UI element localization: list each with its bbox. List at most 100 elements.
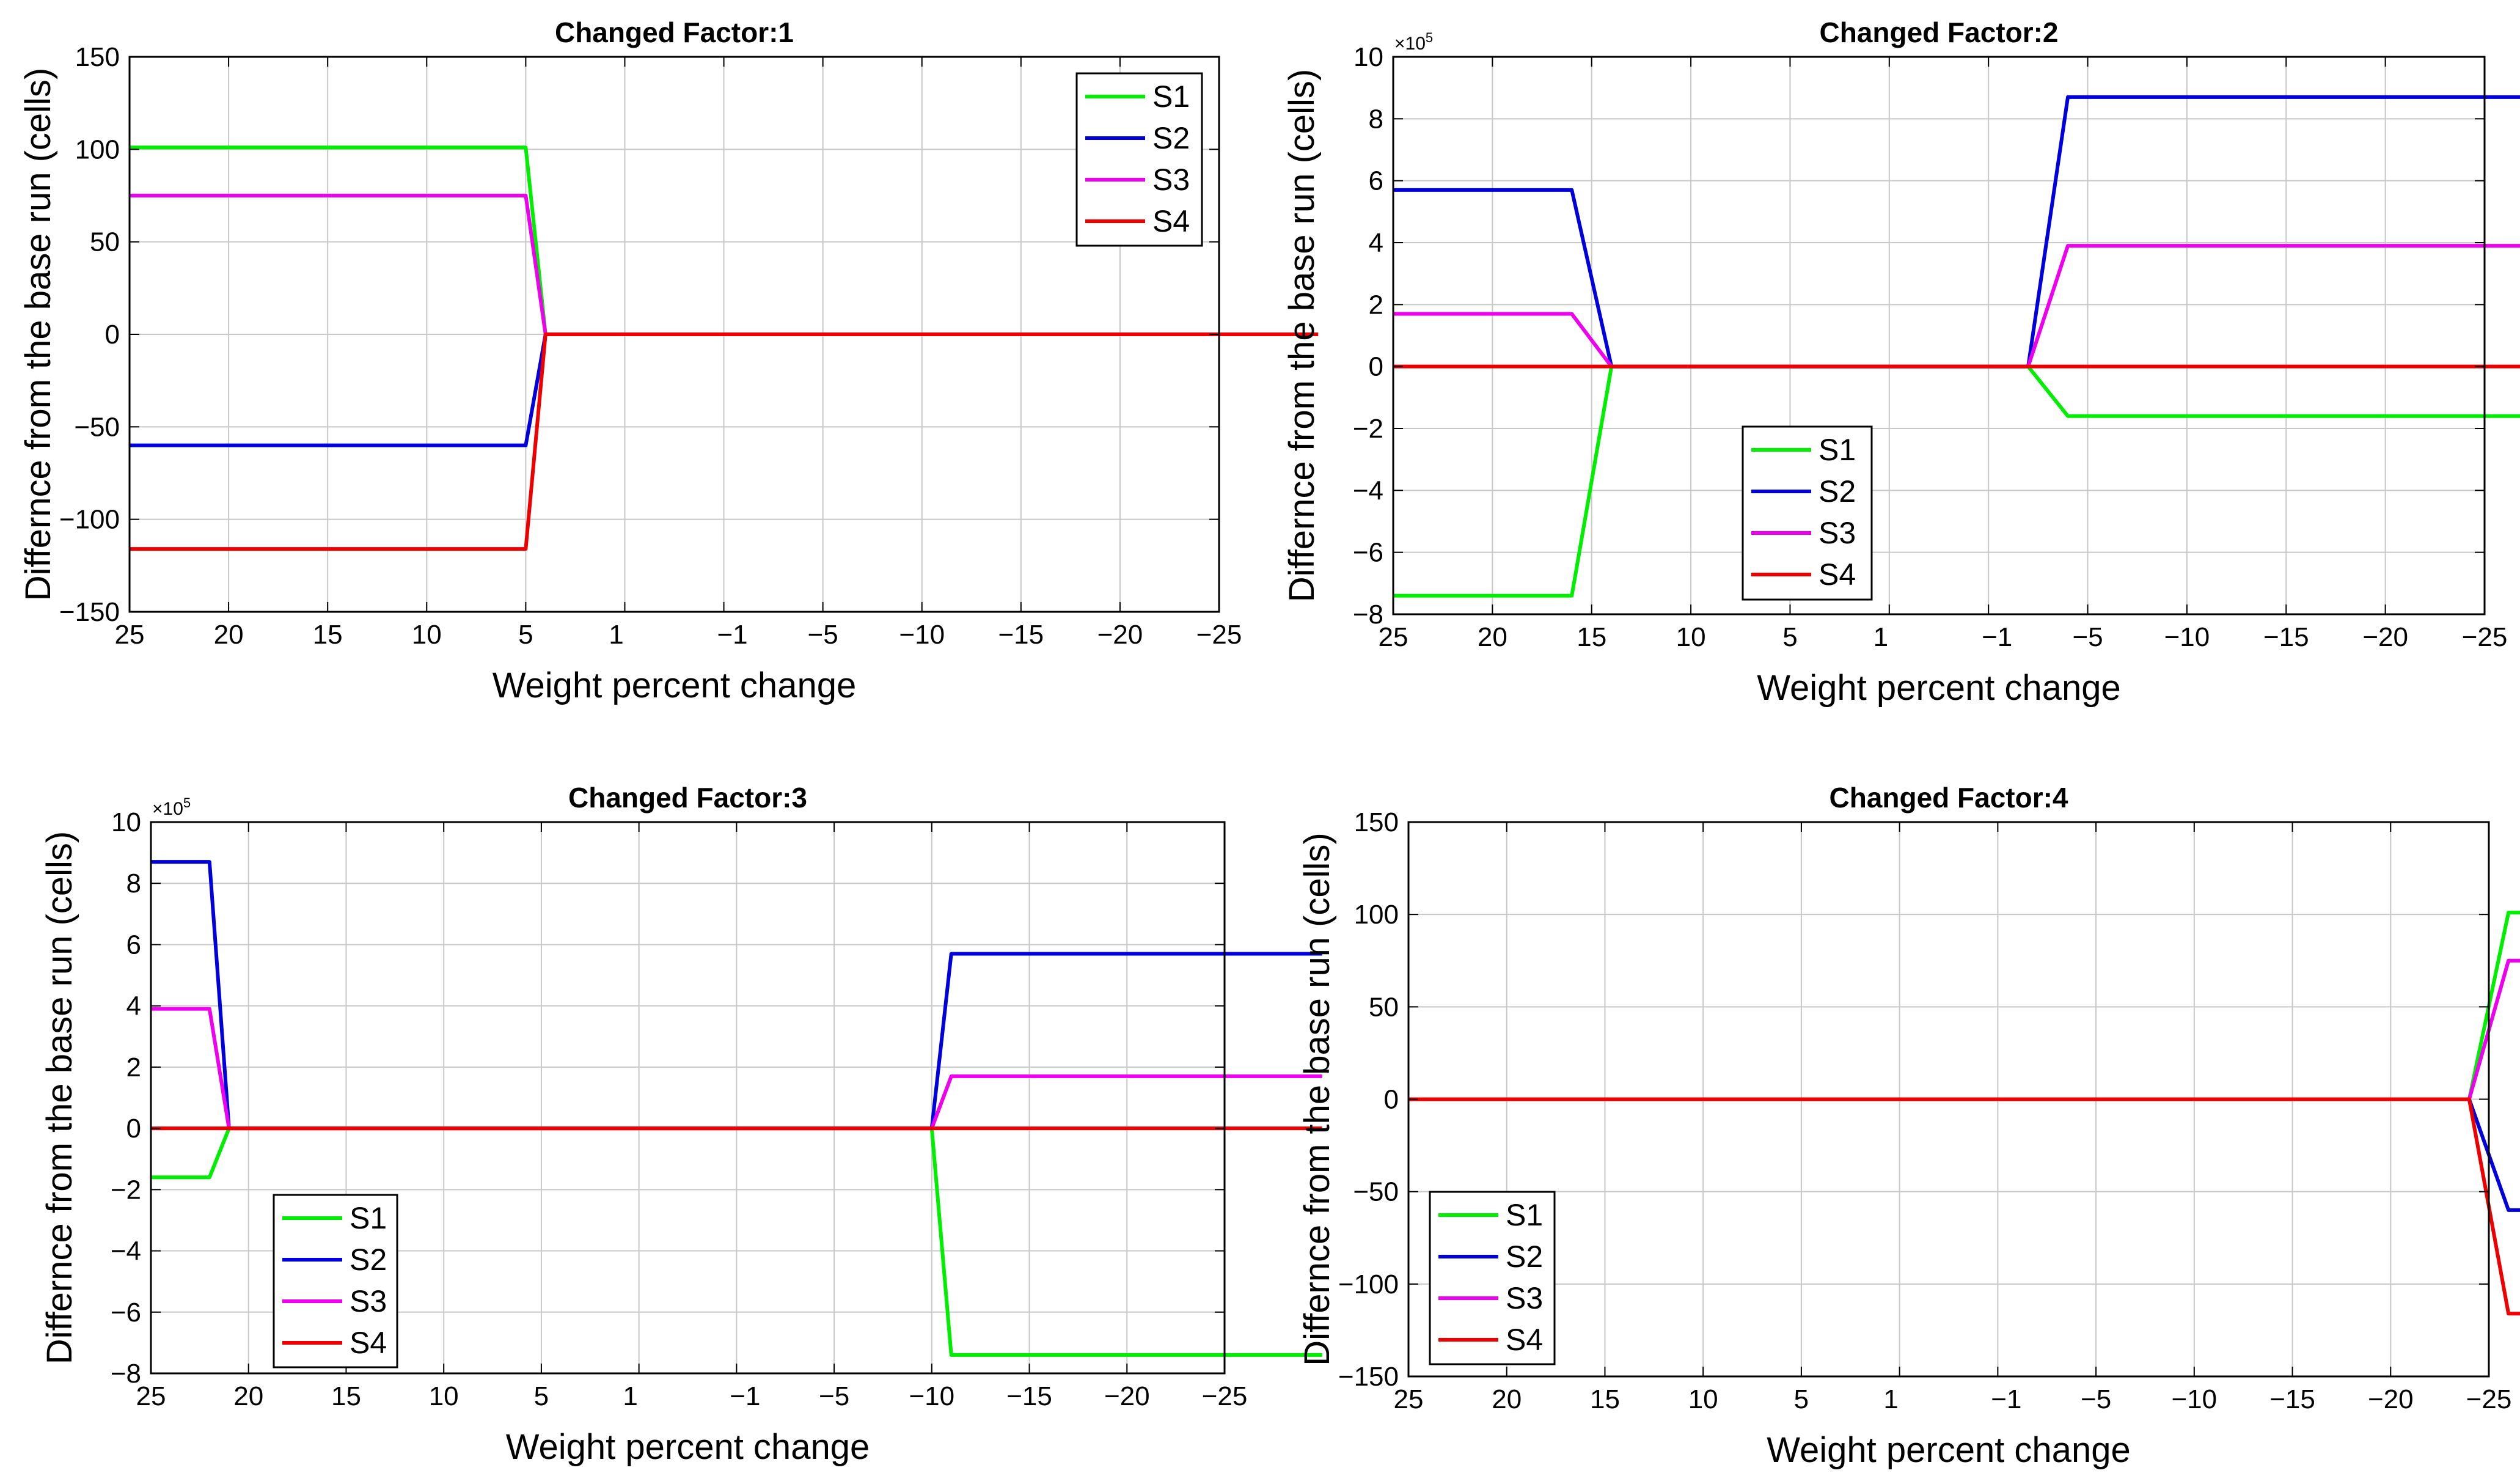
y-tick-label: −2	[1353, 414, 1383, 444]
x-axis-label: Weight percent change	[1757, 668, 2120, 708]
y-tick-label: 50	[90, 227, 120, 257]
x-tick-label: 10	[1676, 622, 1706, 652]
x-tick-label: −1	[730, 1381, 760, 1411]
x-tick-label: 1	[1874, 622, 1888, 652]
legend-box	[1075, 72, 1203, 247]
legend-label: S3	[350, 1284, 387, 1318]
legend-label: S4	[1506, 1323, 1543, 1357]
x-tick-label: −10	[909, 1381, 954, 1411]
x-tick-label: 1	[623, 1381, 637, 1411]
x-tick-label: 5	[534, 1381, 549, 1411]
x-tick-label: −20	[1097, 620, 1143, 650]
legend-label: S1	[1152, 79, 1190, 114]
x-tick-label: 10	[429, 1381, 459, 1411]
x-tick-label: −15	[1006, 1381, 1052, 1411]
x-tick-label: −20	[1104, 1381, 1150, 1411]
y-tick-label: 4	[1369, 228, 1383, 258]
chart-title: Changed Factor:3	[568, 782, 807, 814]
legend-label: S3	[1506, 1281, 1543, 1315]
y-tick-label: −4	[1353, 476, 1383, 505]
x-tick-label: 1	[1883, 1384, 1898, 1414]
y-tick-label: 0	[1384, 1085, 1399, 1115]
chart-title: Changed Factor:4	[1829, 782, 2068, 814]
axes-box	[1392, 56, 2486, 615]
y-tick-label: 6	[126, 930, 141, 960]
y-tick-label: −8	[111, 1359, 141, 1389]
x-tick-label: 10	[1688, 1384, 1718, 1414]
y-tick-label: 2	[1369, 290, 1383, 320]
y-tick-label: −100	[59, 505, 120, 535]
y-tick-label: 50	[1369, 992, 1399, 1022]
y-tick-label: 100	[75, 134, 120, 164]
x-tick-label: 5	[1782, 622, 1797, 652]
chart-panel-3: 25 20 15 10 5 1 −1 −5 −10 −15 −20 −251086420−2−4−6−…	[40, 782, 1322, 1467]
legend-label: S1	[1506, 1198, 1543, 1232]
y-tick-label: 0	[1369, 352, 1383, 382]
x-tick-label: 20	[214, 620, 244, 650]
x-tick-label: 20	[1478, 622, 1507, 652]
y-tick-label: −6	[111, 1298, 141, 1328]
x-tick-label: −5	[819, 1381, 849, 1411]
legend-box	[1429, 1191, 1556, 1365]
x-tick-label: 15	[313, 620, 343, 650]
x-tick-label: 15	[1590, 1384, 1620, 1414]
x-tick-label: 5	[1794, 1384, 1809, 1414]
y-axis-label: Differnce from the base run (cells)	[1282, 69, 1322, 603]
axes-box	[150, 821, 1226, 1375]
y-tick-label: −6	[1353, 538, 1383, 568]
y-tick-label: −100	[1338, 1269, 1399, 1299]
chart-title: Changed Factor:2	[1819, 17, 2058, 48]
y-tick-label: −150	[59, 597, 120, 627]
x-tick-label: −25	[2462, 622, 2508, 652]
y-tick-label: 100	[1354, 900, 1399, 930]
x-tick-label: 25	[1394, 1384, 1424, 1414]
x-tick-label: 15	[331, 1381, 361, 1411]
y-tick-label: 0	[105, 320, 120, 350]
legend-label: S2	[350, 1243, 387, 1277]
x-tick-label: −1	[717, 620, 747, 650]
plot-area	[1393, 57, 2485, 614]
x-tick-label: 25	[136, 1381, 166, 1411]
y-tick-label: 2	[126, 1052, 141, 1082]
legend-label: S4	[350, 1326, 387, 1360]
y-multiplier: ×105	[1394, 30, 1433, 54]
y-tick-label: 6	[1369, 166, 1383, 196]
x-tick-label: −25	[2466, 1384, 2512, 1414]
x-tick-label: −25	[1196, 620, 1242, 650]
legend: S1 S2 S3 S4	[1742, 425, 1873, 601]
legend-label: S1	[1819, 433, 1856, 467]
y-axis-label: Differnce from the base run (cells)	[18, 68, 58, 601]
x-tick-label: −1	[1991, 1384, 2021, 1414]
y-tick-label: −8	[1353, 600, 1383, 630]
legend: S1 S2 S3 S4	[273, 1194, 398, 1368]
y-tick-label: 0	[126, 1114, 141, 1144]
x-tick-label: −5	[808, 620, 838, 650]
y-multiplier: ×105	[152, 795, 191, 819]
series-line-s4	[130, 332, 1319, 551]
legend-label: S2	[1506, 1240, 1543, 1274]
x-tick-label: −10	[2171, 1384, 2217, 1414]
legend: S1 S2 S3 S4	[1075, 72, 1203, 247]
legend-box	[273, 1194, 398, 1368]
x-tick-label: 1	[609, 620, 623, 650]
x-tick-label: 5	[518, 620, 533, 650]
legend-label: S3	[1152, 163, 1190, 197]
chart-panel-2: 25 20 15 10 5 1 −1 −5 −10 −15 −20 −251086420−2−4−6−…	[1282, 17, 2520, 708]
chart-panel-4: 25 20 15 10 5 1 −1 −5 −10 −15 −20 −25 150 100 50 0 −50 −1…	[1297, 782, 2520, 1470]
x-tick-label: −20	[2362, 622, 2408, 652]
y-tick-label: 150	[75, 42, 120, 72]
y-tick-label: −4	[111, 1236, 141, 1266]
legend: S1 S2 S3 S4	[1429, 1191, 1556, 1365]
x-tick-label: −20	[2368, 1384, 2414, 1414]
legend-label: S4	[1819, 557, 1856, 592]
y-tick-label: −150	[1338, 1362, 1399, 1392]
y-tick-label: 4	[126, 991, 141, 1021]
x-tick-label: 15	[1577, 622, 1606, 652]
x-tick-label: 20	[233, 1381, 263, 1411]
y-tick-label: 8	[126, 869, 141, 898]
x-tick-label: −5	[2072, 622, 2103, 652]
x-tick-label: 10	[412, 620, 442, 650]
x-axis-label: Weight percent change	[1767, 1430, 2130, 1470]
legend-label: S4	[1152, 204, 1190, 238]
